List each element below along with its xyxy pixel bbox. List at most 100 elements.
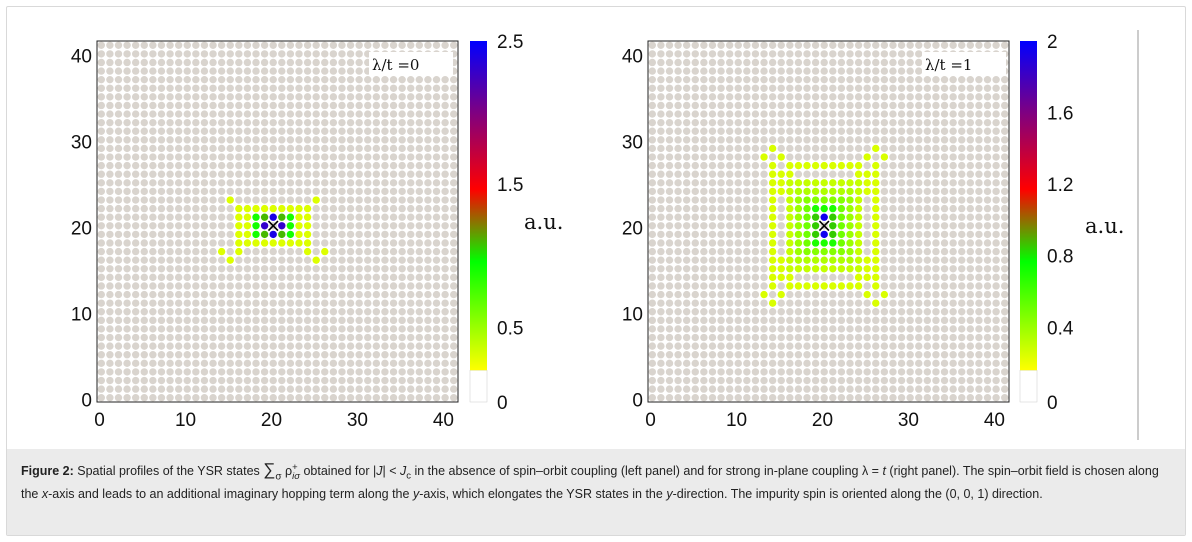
lattice-site [269,50,277,58]
lattice-site [424,376,432,385]
lattice-site [372,308,381,316]
lattice-site [243,75,252,84]
lattice-site [915,256,923,264]
lattice-site [174,50,183,58]
lattice-site [415,179,424,187]
lattice-site [312,127,320,135]
lattice-site-colored [768,239,777,247]
lattice-site [975,136,983,144]
lattice-site [278,282,286,290]
lattice-site [682,394,691,402]
lattice-site [338,282,346,290]
lattice-site [355,290,363,299]
lattice-site [114,247,123,256]
lattice-site [252,118,260,127]
lattice-site [372,239,381,247]
lattice-site [665,127,674,135]
lattice-site [217,256,226,264]
lattice-site [398,299,406,307]
lattice-site [303,376,312,385]
lattice-site [106,84,114,92]
lattice-site [346,325,355,333]
lattice-site [226,351,234,359]
lattice-site [217,213,226,221]
lattice-site [192,179,200,187]
lattice-site-colored [786,222,794,230]
lattice-site [958,299,966,307]
caption-rho: ρ + iσ [285,461,300,482]
lattice-site [897,161,906,170]
lattice-site [106,342,114,350]
lattice-site [235,67,243,75]
lattice-site [338,385,346,393]
lattice-site [372,110,381,118]
lattice-site [364,230,372,239]
lattice-site [751,265,760,273]
lattice-site [329,308,338,316]
lattice-site [321,93,329,101]
lattice-site [829,101,837,110]
lattice-site [743,93,751,101]
lattice-site [708,58,717,67]
lattice-site [278,50,286,58]
lattice-site [312,308,320,316]
lattice-site [992,239,1000,247]
lattice-site [217,84,226,92]
lattice-site [278,144,286,153]
lattice-site [338,196,346,204]
lattice-site [760,325,768,333]
lattice-site [915,67,923,75]
lattice-site [708,290,717,299]
lattice-site [794,385,803,393]
lattice-site [441,110,449,118]
lattice-site [1001,187,1009,196]
lattice-site [450,273,458,282]
lattice-site [114,376,123,385]
lattice-site [691,179,699,187]
lattice-site [123,179,131,187]
lattice-site [794,290,803,299]
lattice-site [966,247,975,256]
lattice-site [389,256,398,264]
lattice-site [657,213,665,221]
lattice-site [286,308,295,316]
lattice-site [811,342,820,350]
lattice-site [295,385,303,393]
lattice-site [854,75,863,84]
lattice-site [346,127,355,135]
lattice-site [131,316,140,325]
lattice-site [432,308,441,316]
lattice-site [682,93,691,101]
lattice-site [734,308,742,316]
lattice-site-colored [252,230,260,239]
lattice-site [269,93,277,101]
lattice-site-colored [295,204,303,213]
lattice-site [648,93,656,101]
lattice-site [657,325,665,333]
lattice-site [355,342,363,350]
lattice-site-colored [872,204,880,213]
lattice-site [940,342,949,350]
lattice-site [312,351,320,359]
lattice-site [717,351,725,359]
lattice-site [940,308,949,316]
lattice-site [166,290,174,299]
lattice-site [97,93,105,101]
lattice-site [372,118,381,127]
lattice-site [691,204,699,213]
lattice-site [226,290,234,299]
lattice-site [398,290,406,299]
lattice-site [708,222,717,230]
lattice-site [321,84,329,92]
lattice-site [923,342,932,350]
lattice-site [803,84,811,92]
lattice-site [192,265,200,273]
lattice-site [983,290,992,299]
lattice-site [183,359,191,368]
lattice-site [897,144,906,153]
lattice-site [889,101,897,110]
lattice-site [880,273,889,282]
lattice-site [252,359,260,368]
lattice-site [269,308,277,316]
lattice-site [777,222,785,230]
